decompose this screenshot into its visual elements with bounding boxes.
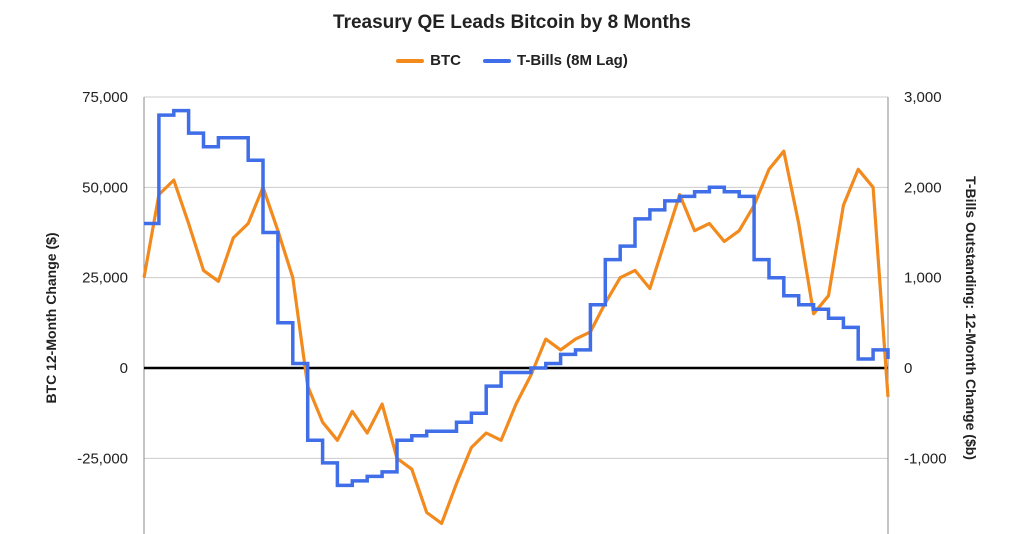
right-tick-labels: 3,000 2,000 1,000 0 -1,000 [904, 89, 947, 467]
y-tick-label-right: -1,000 [904, 450, 947, 467]
y-tick-label-left: 75,000 [82, 89, 128, 106]
series-line-btc [142, 149, 890, 525]
y-axis-label-left: BTC 12-Month Change ($) [43, 232, 59, 403]
legend-label-tbills: T-Bills (8M Lag) [516, 52, 628, 69]
y-tick-label-left: 25,000 [82, 270, 128, 287]
y-tick-label-left: 50,000 [82, 179, 128, 196]
legend-swatch-btc [396, 58, 425, 63]
chart-title: Treasury QE Leads Bitcoin by 8 Months [333, 12, 691, 33]
legend-label-btc: BTC [430, 52, 461, 69]
left-tick-labels: 75,000 50,000 25,000 0 -25,000 [77, 89, 128, 467]
y-tick-label-left: -25,000 [77, 450, 128, 467]
y-axis-label-right: T-Bills Outstanding: 12-Month Change ($b… [963, 176, 979, 460]
chart-legend: BTC T-Bills (8M Lag) [0, 52, 1024, 69]
y-tick-label-right: 2,000 [904, 179, 942, 196]
legend-item-tbills: T-Bills (8M Lag) [482, 52, 628, 69]
series-line-tbills [144, 108, 890, 488]
y-tick-label-right: 3,000 [904, 89, 942, 106]
y-tick-label-right: 0 [904, 360, 912, 377]
legend-swatch-tbills [482, 58, 511, 63]
legend-item-btc: BTC [396, 52, 461, 69]
y-tick-label-right: 1,000 [904, 270, 942, 287]
y-tick-label-left: 0 [120, 360, 128, 377]
grid-lines [144, 96, 888, 459]
